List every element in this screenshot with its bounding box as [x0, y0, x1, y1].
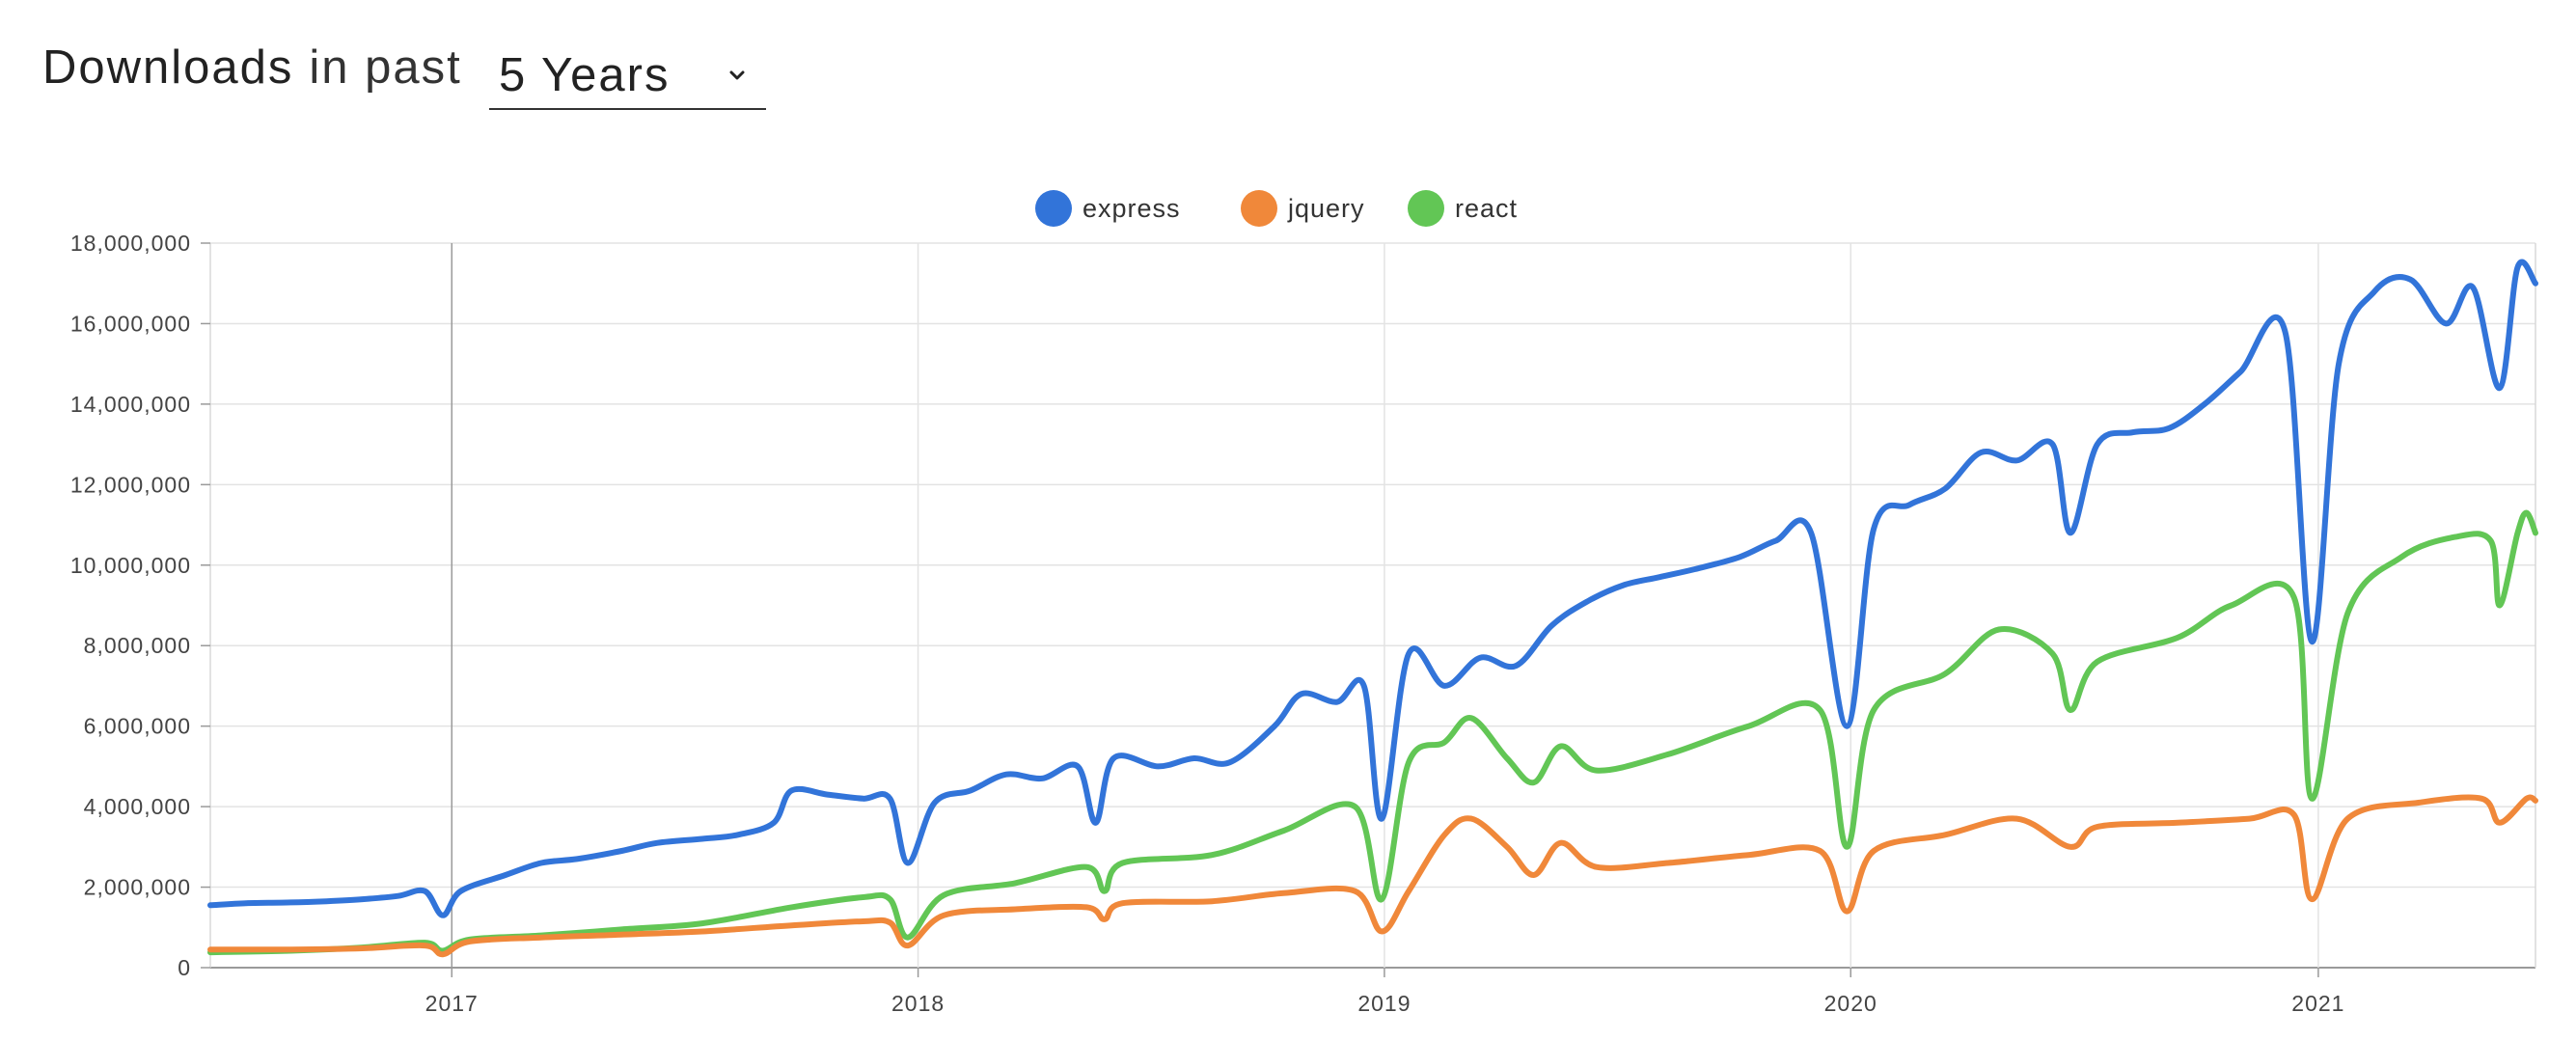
legend-label: express: [1082, 194, 1181, 223]
header-title: Downloads: [42, 41, 294, 94]
x-tick-label: 2019: [1357, 991, 1411, 1016]
period-select[interactable]: 5 Years: [489, 42, 766, 110]
legend-item-express[interactable]: express: [1035, 190, 1181, 227]
legend-item-react[interactable]: react: [1408, 190, 1518, 227]
series-line-jquery: [207, 794, 2538, 958]
legend-label: react: [1455, 194, 1518, 223]
legend-item-jquery[interactable]: jquery: [1241, 190, 1365, 227]
header-subtitle: in past: [309, 41, 462, 94]
downloads-header: Downloads in past: [42, 41, 462, 118]
x-tick-label: 2018: [891, 991, 945, 1016]
series-line-express: [207, 259, 2538, 918]
chart-axes: 0 2,000,000 4,000,000 6,000,000 8,000,000 10,…: [70, 231, 2344, 1016]
chart-legend: express jquery react: [1035, 190, 1518, 227]
y-tick-label: 16,000,000: [70, 311, 191, 336]
y-tick-label: 18,000,000: [70, 231, 191, 256]
period-select-value: 5 Years: [499, 49, 671, 101]
y-tick-label: 10,000,000: [70, 553, 191, 578]
y-tick-label: 8,000,000: [84, 633, 191, 658]
y-tick-label: 2,000,000: [84, 875, 191, 900]
y-tick-label: 4,000,000: [84, 794, 191, 819]
chevron-down-icon: [729, 70, 745, 80]
chart-series: [207, 259, 2538, 958]
y-tick-label: 0: [178, 955, 191, 980]
y-tick-label: 14,000,000: [70, 392, 191, 417]
legend-swatch: [1408, 190, 1444, 227]
x-tick-label: 2020: [1824, 991, 1877, 1016]
x-tick-label: 2021: [2291, 991, 2344, 1016]
series-line-react: [207, 509, 2538, 956]
legend-swatch: [1035, 190, 1072, 227]
legend-swatch: [1241, 190, 1277, 227]
legend-label: jquery: [1287, 194, 1365, 223]
y-tick-label: 12,000,000: [70, 472, 191, 497]
chart-grid: [209, 242, 2536, 969]
y-tick-label: 6,000,000: [84, 714, 191, 739]
x-tick-label: 2017: [425, 991, 479, 1016]
